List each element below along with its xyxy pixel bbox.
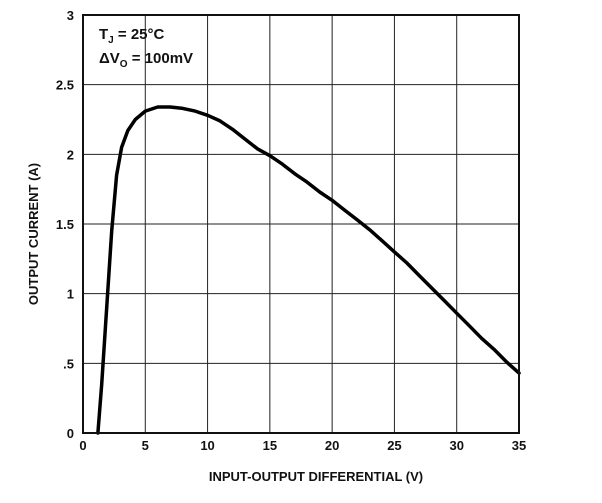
y-tick-label: 0 xyxy=(67,426,74,441)
y-tick-label: .5 xyxy=(63,356,74,371)
delta-vo-annotation: ΔVO = 100mV xyxy=(99,50,193,70)
y-axis-label: OUTPUT CURRENT (A) xyxy=(26,163,41,305)
y-tick-label: 2 xyxy=(67,147,74,162)
output-current-curve xyxy=(96,105,521,435)
y-tick-label: 1.5 xyxy=(56,217,74,232)
x-tick-label: 30 xyxy=(449,438,463,453)
y-tick-label: 1 xyxy=(67,287,74,302)
x-tick-label: 35 xyxy=(512,438,526,453)
junction-temperature-annotation: TJ = 25°C xyxy=(99,26,165,46)
x-axis-label: INPUT-OUTPUT DIFFERENTIAL (V) xyxy=(209,469,423,484)
x-tick-label: 15 xyxy=(263,438,277,453)
grid-lines xyxy=(83,15,519,433)
x-tick-label: 25 xyxy=(387,438,401,453)
plot-frame xyxy=(82,14,520,434)
y-axis-ticks: 0 .5 1 1.5 2 2.5 3 xyxy=(56,8,74,441)
x-tick-label: 5 xyxy=(142,438,149,453)
x-tick-label: 20 xyxy=(325,438,339,453)
y-tick-label: 2.5 xyxy=(56,78,74,93)
x-tick-label: 10 xyxy=(200,438,214,453)
y-tick-label: 3 xyxy=(67,8,74,23)
x-tick-label: 0 xyxy=(79,438,86,453)
x-axis-ticks: 0 5 10 15 20 25 30 35 xyxy=(79,438,526,453)
